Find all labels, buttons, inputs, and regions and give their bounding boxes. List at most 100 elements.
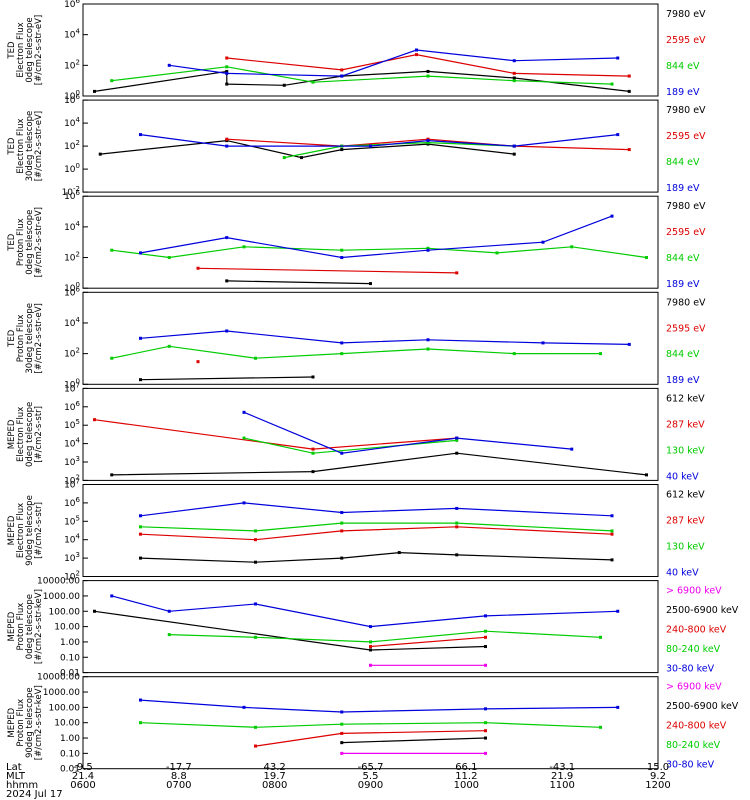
- y-tick-label: 106: [64, 496, 80, 509]
- series-1: [139, 551, 614, 564]
- row-label-mlt: MLT: [6, 771, 26, 782]
- y-tick-label: 0.01: [60, 765, 80, 775]
- data-point: [397, 551, 401, 555]
- data-point: [139, 378, 142, 382]
- legend-entry: 612 keV: [666, 490, 705, 501]
- legend-entry: 30-80 keV: [666, 760, 715, 771]
- y-axis-label: Proton Flux: [16, 603, 26, 651]
- series-1: [110, 451, 648, 477]
- legend-entry: 80-240 keV: [666, 740, 721, 751]
- y-axis-label: MEPED: [7, 419, 17, 449]
- data-point: [139, 721, 142, 725]
- y-tick-label: 106: [64, 400, 80, 413]
- data-point: [426, 141, 430, 145]
- x-tick-label: 8.8: [171, 771, 187, 782]
- data-point: [340, 148, 344, 152]
- data-point: [110, 594, 114, 598]
- y-axis-label: TED: [7, 329, 17, 348]
- data-point: [369, 144, 372, 148]
- legend-entry: > 6900 keV: [666, 586, 722, 597]
- date-label: 2024 Jul 17: [6, 789, 63, 800]
- legend-entry: 30-80 keV: [666, 664, 715, 675]
- legend-entry: 2595 eV: [666, 131, 706, 142]
- data-point: [98, 152, 102, 156]
- data-point: [610, 529, 614, 533]
- y-axis-label: Electron Flux: [16, 407, 26, 462]
- series-line: [140, 502, 613, 517]
- row-label-hhmm: hhmm: [6, 780, 38, 791]
- data-point: [484, 663, 487, 667]
- data-point: [426, 338, 430, 342]
- legend-entry: 287 keV: [666, 419, 705, 430]
- row-label-lat: Lat: [6, 762, 22, 773]
- y-axis-label: 30deg telescope: [25, 303, 35, 374]
- y-tick-label: 100.00: [49, 607, 81, 617]
- series-1: [225, 279, 372, 286]
- data-point: [254, 725, 257, 729]
- legend-entry: 7980 eV: [666, 105, 706, 116]
- x-tick-label: 21.9: [551, 771, 573, 782]
- y-tick-label: 104: [64, 116, 80, 129]
- series-line: [140, 376, 314, 381]
- y-axis-label: 30deg telescope: [25, 111, 35, 182]
- legend-entry: 80-240 keV: [666, 644, 721, 655]
- data-point: [110, 248, 114, 252]
- series-line: [140, 699, 618, 713]
- legend-entry: 189 eV: [666, 87, 700, 98]
- series-line: [140, 551, 613, 563]
- data-point: [484, 729, 487, 733]
- legend-entry: 240-800 keV: [666, 721, 727, 732]
- series-2: [139, 525, 614, 542]
- data-point: [512, 79, 516, 83]
- series-3: [139, 521, 614, 533]
- series-5: [110, 594, 620, 629]
- x-tick-label: -65.7: [358, 762, 384, 773]
- series-line: [111, 246, 647, 259]
- data-point: [254, 744, 257, 748]
- data-point: [139, 532, 142, 536]
- y-axis-label: [#/cm2-s-str-keV]: [34, 685, 44, 760]
- series-line: [140, 722, 601, 728]
- data-point: [340, 722, 344, 726]
- panel-frame: [82, 484, 659, 577]
- legend-entry: 7980 eV: [666, 9, 706, 20]
- data-point: [426, 139, 430, 143]
- x-tick-label: 66.1: [455, 762, 477, 773]
- data-point: [167, 63, 171, 67]
- data-point: [311, 470, 315, 474]
- series-2: [93, 418, 459, 451]
- y-tick-label: 10.00: [54, 623, 80, 633]
- data-point: [369, 640, 372, 644]
- data-point: [369, 282, 372, 286]
- y-tick-label: 0.10: [60, 653, 80, 663]
- series-1: [340, 751, 487, 755]
- legend-entry: 2595 eV: [666, 35, 706, 46]
- data-point: [627, 342, 631, 346]
- legend-entry: 130 keV: [666, 445, 705, 456]
- y-tick-label: 102: [64, 139, 80, 152]
- series-line: [140, 330, 630, 345]
- data-point: [512, 152, 516, 156]
- x-tick-label: 19.7: [264, 771, 286, 782]
- series-2: [225, 53, 631, 78]
- data-point: [610, 514, 614, 518]
- data-point: [512, 76, 516, 80]
- data-point: [570, 447, 574, 451]
- data-point: [93, 609, 96, 613]
- data-point: [340, 511, 344, 515]
- data-point: [340, 256, 344, 260]
- data-point: [455, 553, 459, 557]
- data-point: [340, 731, 344, 735]
- series-2: [340, 736, 487, 745]
- data-point: [282, 156, 286, 160]
- data-point: [455, 451, 459, 455]
- legend-entry: 40 keV: [666, 567, 699, 578]
- y-tick-label: 10000.00: [37, 673, 80, 683]
- x-tick-label: 0900: [358, 780, 383, 791]
- x-tick-label: 0800: [262, 780, 287, 791]
- legend-entry: 189 eV: [666, 183, 700, 194]
- data-point: [254, 538, 257, 542]
